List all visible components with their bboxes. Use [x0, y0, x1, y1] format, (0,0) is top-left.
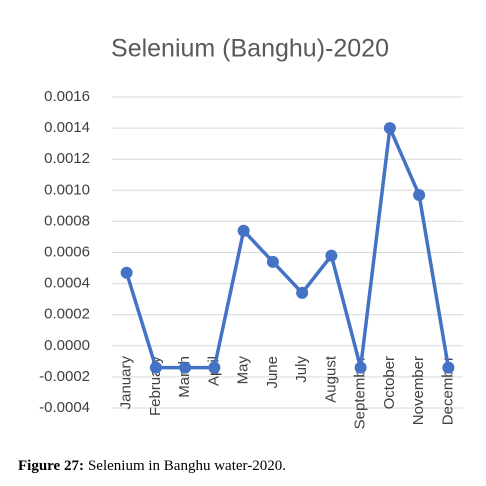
caption-label: Figure 27:	[18, 458, 84, 474]
x-tick-label: October	[381, 356, 398, 409]
x-tick-label: June	[264, 356, 281, 389]
caption: Figure 27: Selenium in Banghu water-2020.	[18, 458, 286, 475]
x-tick-label: July	[293, 356, 310, 383]
point	[296, 286, 309, 299]
y-tick-label: 0.0000	[44, 337, 90, 354]
x-tick-label: September	[352, 356, 369, 429]
y-tick-label: 0.0002	[44, 306, 90, 323]
y-tick-label: 0.0010	[44, 181, 90, 198]
y-tick-label: 0.0008	[44, 212, 90, 229]
y-tick-label: 0.0004	[44, 275, 90, 292]
y-tick-label: 0.0006	[44, 243, 90, 260]
x-tick-label: November	[410, 356, 427, 425]
y-tick-label: 0.0016	[44, 88, 90, 105]
point	[413, 188, 426, 201]
point	[442, 361, 455, 374]
x-tick-label: May	[235, 356, 252, 385]
y-tick-label: 0.0012	[44, 150, 90, 167]
y-tick-label: -0.0002	[39, 368, 90, 385]
x-tick-label: January	[118, 356, 135, 410]
x-tick-label: December	[439, 356, 456, 425]
chart-title: Selenium (Banghu)-2020	[111, 35, 389, 63]
y-tick-label: -0.0004	[39, 399, 90, 416]
x-tick-label: August	[322, 355, 339, 403]
point	[383, 122, 396, 135]
point	[120, 266, 133, 279]
point	[266, 255, 279, 268]
point	[208, 361, 221, 374]
point	[149, 361, 162, 374]
chart: Selenium (Banghu)-2020 -0.0004 -0.0002 0.0…	[39, 35, 463, 429]
line	[124, 126, 451, 370]
point	[325, 249, 338, 262]
point	[354, 361, 367, 374]
caption-text: Selenium in Banghu water-2020.	[87, 458, 286, 474]
point	[179, 361, 192, 374]
point	[237, 224, 250, 237]
y-tick-label: 0.0014	[44, 119, 90, 136]
